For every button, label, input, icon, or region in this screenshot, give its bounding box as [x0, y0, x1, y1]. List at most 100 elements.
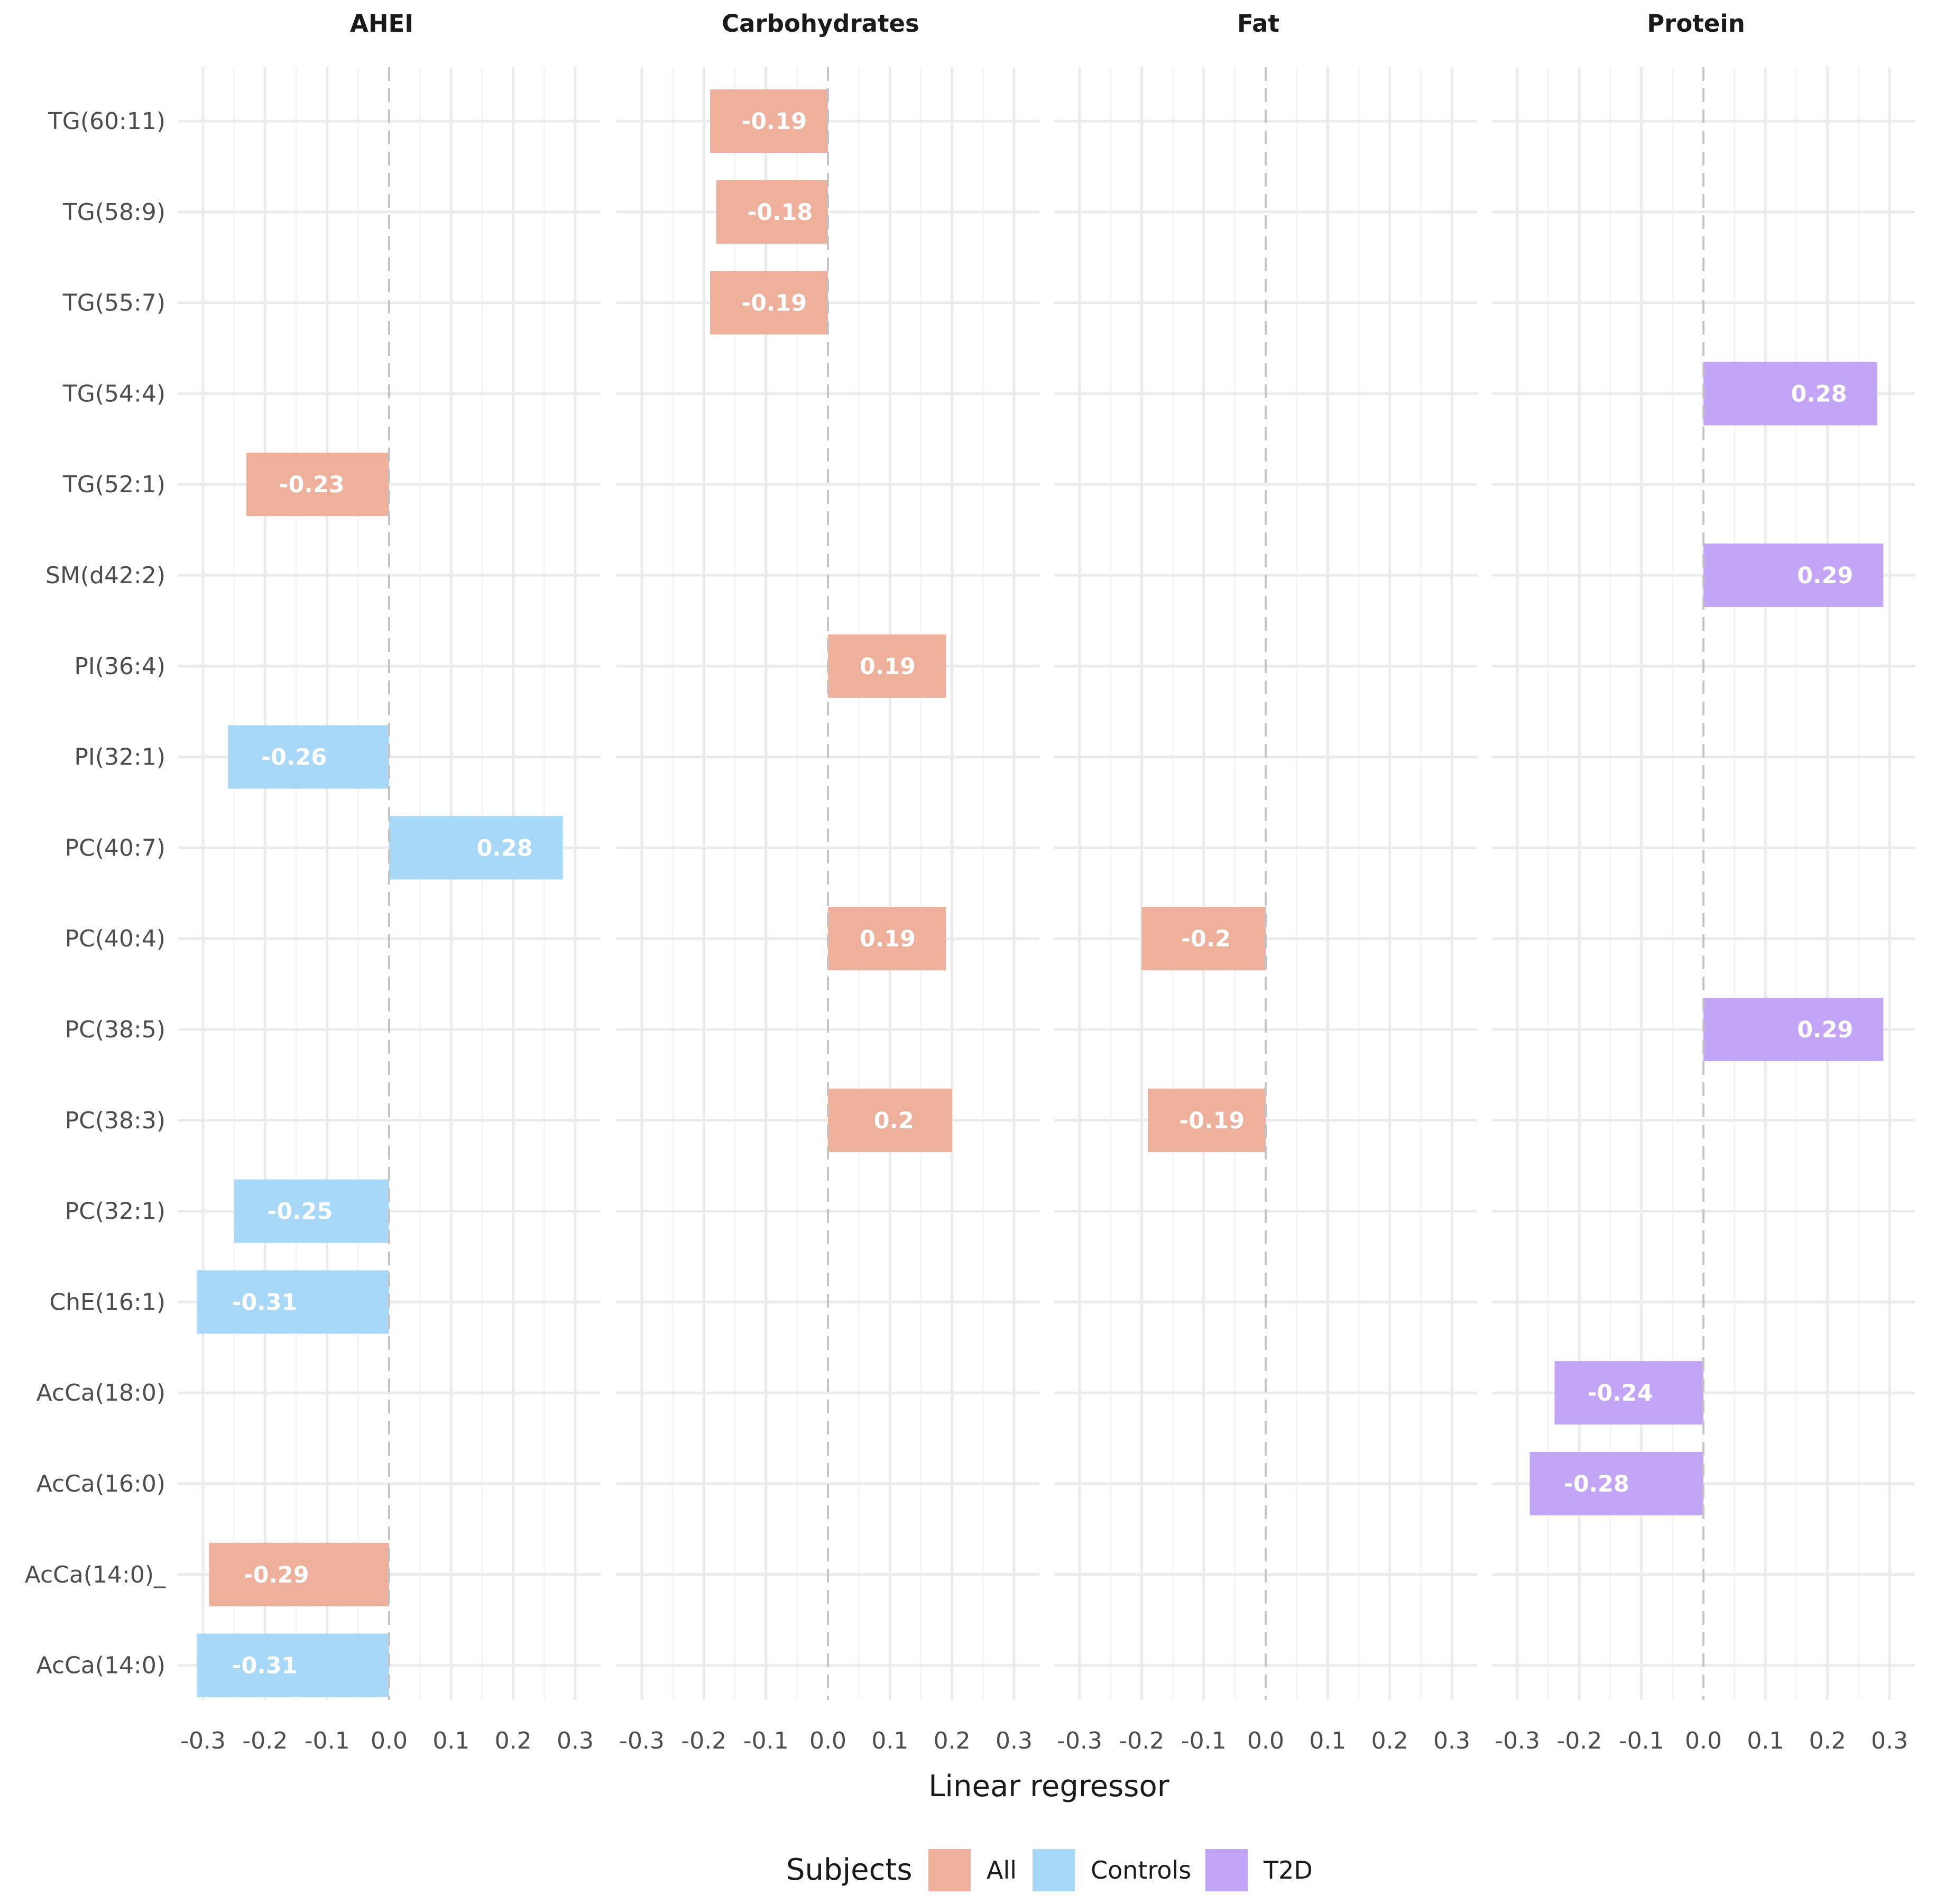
bar-value-label: -0.24: [1588, 1380, 1653, 1406]
legend-label: T2D: [1263, 1856, 1313, 1884]
bar: [1554, 1361, 1703, 1425]
x-tick-label: 0.0: [371, 1727, 408, 1754]
y-tick-label: TG(52:1): [62, 471, 165, 498]
y-tick-label: AcCa(14:0): [36, 1652, 165, 1679]
y-tick-label: PC(38:3): [65, 1107, 165, 1134]
y-tick-label: TG(58:9): [62, 199, 165, 226]
x-tick-label: 0.1: [1747, 1727, 1784, 1754]
bar: [710, 89, 828, 153]
bar: [828, 1088, 952, 1152]
y-tick-label: PI(32:1): [74, 744, 165, 771]
facet-title: AHEI: [350, 10, 413, 38]
bar-value-label: -0.18: [747, 199, 813, 226]
bar: [1529, 1452, 1703, 1515]
bar-value-label: -0.19: [741, 108, 807, 135]
x-tick-label: 0.0: [1685, 1727, 1722, 1754]
bar: [246, 453, 389, 517]
bar-value-label: 0.19: [860, 926, 916, 952]
text-layer: AHEI -0.3 -0.2 -0.1 0.0 0.1 0.2 0.3 Carbohydrate…: [25, 10, 1908, 1754]
bar: [197, 1633, 389, 1697]
legend-swatch: [928, 1849, 971, 1891]
bar-value-label: 0.19: [860, 654, 916, 680]
x-tick-label: 0.2: [1371, 1727, 1408, 1754]
x-tick-label: 0.3: [1871, 1727, 1908, 1754]
bar-value-label: -0.2: [1181, 926, 1231, 952]
x-tick-label: 0.0: [1247, 1727, 1284, 1754]
x-tick-label: -0.2: [681, 1727, 726, 1754]
x-tick-label: -0.1: [743, 1727, 789, 1754]
bar: [227, 725, 389, 789]
bar-value-label: -0.31: [232, 1289, 297, 1316]
y-tick-label: AcCa(14:0)_: [25, 1561, 166, 1588]
y-tick-label: ChE(16:1): [49, 1289, 165, 1316]
bar: [1141, 907, 1266, 971]
y-tick-label: PC(38:5): [65, 1016, 165, 1043]
bar: [209, 1542, 389, 1606]
x-tick-label: 0.1: [432, 1727, 469, 1754]
y-tick-label: PC(32:1): [65, 1198, 165, 1225]
bar-value-label: -0.26: [261, 744, 327, 771]
x-tick-label: -0.1: [1181, 1727, 1227, 1754]
bar: [234, 1179, 389, 1243]
y-tick-label: TG(55:7): [62, 290, 165, 317]
bar-value-label: -0.29: [244, 1562, 309, 1588]
bar: [1703, 544, 1884, 607]
legend-swatch: [1205, 1849, 1248, 1891]
bar: [828, 907, 946, 971]
bar-value-label: -0.19: [1179, 1108, 1245, 1134]
x-tick-label: 0.1: [871, 1727, 908, 1754]
x-tick-label: 0.3: [557, 1727, 594, 1754]
x-tick-label: 0.2: [495, 1727, 532, 1754]
zero-line-layer: [388, 67, 1704, 1700]
legend-title: Subjects: [786, 1853, 913, 1887]
x-tick-label: -0.3: [1057, 1727, 1102, 1754]
x-tick-label: -0.2: [1119, 1727, 1164, 1754]
x-tick-label: -0.3: [619, 1727, 665, 1754]
y-tick-label: PC(40:4): [65, 925, 165, 952]
facet-title: Carbohydrates: [722, 10, 919, 38]
bar-value-label: 0.28: [476, 835, 532, 861]
bar-value-label: -0.31: [232, 1653, 297, 1679]
x-tick-label: 0.3: [1433, 1727, 1470, 1754]
bar-layer: [197, 89, 1884, 1697]
y-tick-label: SM(d42:2): [45, 562, 165, 589]
legend-label: Controls: [1091, 1856, 1191, 1884]
y-tick-label: TG(54:4): [62, 380, 165, 407]
x-axis-title: Linear regressor: [928, 1769, 1169, 1804]
bar-value-label: -0.28: [1564, 1471, 1629, 1497]
y-tick-label: AcCa(18:0): [36, 1379, 165, 1406]
bar-value-label: -0.25: [267, 1199, 333, 1225]
bar: [828, 634, 946, 698]
x-tick-label: -0.1: [305, 1727, 350, 1754]
x-tick-label: 0.1: [1309, 1727, 1346, 1754]
facet-title: Fat: [1237, 10, 1279, 38]
bar: [197, 1270, 389, 1334]
legend-label: All: [987, 1856, 1017, 1884]
x-tick-label: 0.0: [809, 1727, 846, 1754]
legend-swatch: [1033, 1849, 1075, 1891]
legend: Subjects All Controls T2D: [786, 1849, 1313, 1891]
bar-value-label: -0.23: [279, 472, 345, 498]
x-tick-label: 0.2: [934, 1727, 971, 1754]
bar-value-label: 0.29: [1797, 1017, 1853, 1043]
y-tick-label: PI(36:4): [74, 653, 165, 680]
bar: [1703, 998, 1884, 1061]
bar-value-label: 0.2: [874, 1108, 914, 1134]
bar-value-label: 0.29: [1797, 563, 1853, 589]
x-tick-label: -0.3: [180, 1727, 226, 1754]
bar: [1148, 1088, 1266, 1152]
bar: [710, 271, 828, 335]
x-tick-label: -0.3: [1495, 1727, 1540, 1754]
x-tick-label: 0.3: [996, 1727, 1033, 1754]
y-tick-label: TG(60:11): [48, 108, 165, 135]
bar: [1703, 362, 1877, 426]
bar-value-label: -0.19: [741, 290, 807, 317]
bar: [389, 816, 563, 880]
x-tick-label: -0.2: [1556, 1727, 1602, 1754]
facet-title: Protein: [1647, 10, 1745, 38]
x-tick-label: -0.2: [242, 1727, 288, 1754]
bar: [716, 180, 828, 244]
x-tick-label: -0.1: [1619, 1727, 1664, 1754]
